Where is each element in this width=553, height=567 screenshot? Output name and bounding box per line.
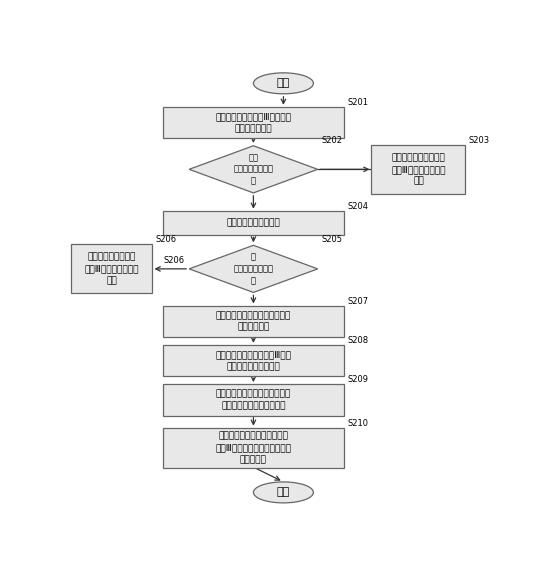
Text: 判
断是否出现对称故
障: 判 断是否出现对称故 障 <box>233 252 273 285</box>
Text: S202: S202 <box>322 136 343 145</box>
Text: S208: S208 <box>348 336 369 345</box>
Text: S210: S210 <box>348 419 369 428</box>
Text: 结束: 结束 <box>277 488 290 497</box>
Text: 开始: 开始 <box>277 78 290 88</box>
Text: 判定未出现不对称故障: 判定未出现不对称故障 <box>227 218 280 227</box>
Text: 发出负荷切除指令，系统安稳装
置按策略切除不重要的负荷: 发出负荷切除指令，系统安稳装 置按策略切除不重要的负荷 <box>216 390 291 411</box>
FancyBboxPatch shape <box>163 211 345 235</box>
Text: S205: S205 <box>322 235 343 244</box>
Text: 相间距离或接地距离Ⅲ段保护装
置进入启动逻辑: 相间距离或接地距离Ⅲ段保护装 置进入启动逻辑 <box>216 112 291 133</box>
FancyBboxPatch shape <box>163 306 345 337</box>
Polygon shape <box>189 246 317 293</box>
Text: 负荷恢复正常后，相向或接地
距离Ⅲ段保护解除闭锁，收回负
荷切除指令: 负荷恢复正常后，相向或接地 距离Ⅲ段保护解除闭锁，收回负 荷切除指令 <box>216 431 291 464</box>
Text: 出现不对称故障，接地
距离Ⅲ段保护装置直接
跳闸: 出现不对称故障，接地 距离Ⅲ段保护装置直接 跳闸 <box>391 153 446 185</box>
FancyBboxPatch shape <box>163 345 345 376</box>
Text: 闭锁所述相间或接地距离Ⅲ段保
护装置，防止其误动作: 闭锁所述相间或接地距离Ⅲ段保 护装置，防止其误动作 <box>216 350 291 371</box>
FancyBboxPatch shape <box>372 145 465 194</box>
Ellipse shape <box>253 73 314 94</box>
Text: S206: S206 <box>164 256 185 265</box>
Text: 判断
是否出现不对称故
障: 判断 是否出现不对称故 障 <box>233 153 273 185</box>
Text: S203: S203 <box>469 136 490 145</box>
Text: S207: S207 <box>348 297 369 306</box>
Text: 出现对称故障，相间
距离Ⅲ段保护装置直接
跳闸: 出现对称故障，相间 距离Ⅲ段保护装置直接 跳闸 <box>85 252 139 285</box>
Text: 未出现对称故障，进而判定所述
电力线路过载: 未出现对称故障，进而判定所述 电力线路过载 <box>216 311 291 332</box>
Text: S209: S209 <box>348 375 369 384</box>
FancyBboxPatch shape <box>163 107 345 138</box>
FancyBboxPatch shape <box>163 428 345 468</box>
FancyBboxPatch shape <box>163 384 345 416</box>
Ellipse shape <box>253 482 314 503</box>
Text: S204: S204 <box>348 202 369 211</box>
Polygon shape <box>189 146 317 193</box>
FancyBboxPatch shape <box>71 244 153 293</box>
Text: S201: S201 <box>348 98 369 107</box>
Text: S206: S206 <box>156 235 177 244</box>
